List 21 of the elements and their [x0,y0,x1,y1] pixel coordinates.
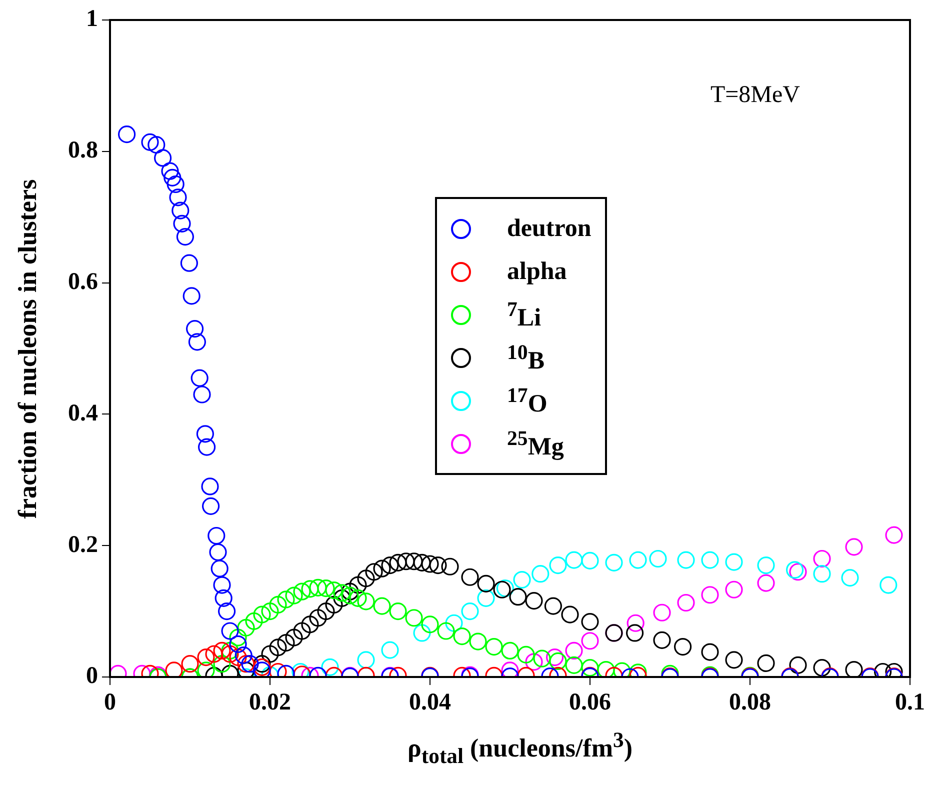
annotation: T=8MeV [710,82,800,109]
y-tick-label: 0 [86,663,98,690]
y-axis-title: fraction of nucleons in clusters [13,178,43,518]
x-axis-title: ρ$_{total}$ (nucleons/fm$^{3}$) [406,728,634,769]
x-tick-label: 0 [104,690,116,716]
x-tick-label: 0.1 [895,690,925,716]
legend-label: $^{10}$B [507,340,545,376]
legend-label: $^{7}$Li [507,296,542,332]
legend-label: $^{25}$Mg [507,426,564,462]
y-tick-label: 1 [86,6,98,32]
legend-label: $^{17}$O [507,382,548,418]
x-tick-label: 0.02 [249,690,291,716]
x-tick-label: 0.04 [409,690,451,716]
x-tick-label: 0.06 [569,690,611,716]
y-tick-label: 0.8 [68,138,98,164]
legend-label: deutron [507,214,592,242]
y-tick-label: 0.6 [68,269,98,296]
x-tick-label: 0.08 [729,690,771,716]
y-tick-label: 0.2 [68,532,98,558]
legend-label: alpha [507,258,567,286]
y-tick-label: 0.4 [68,400,98,426]
